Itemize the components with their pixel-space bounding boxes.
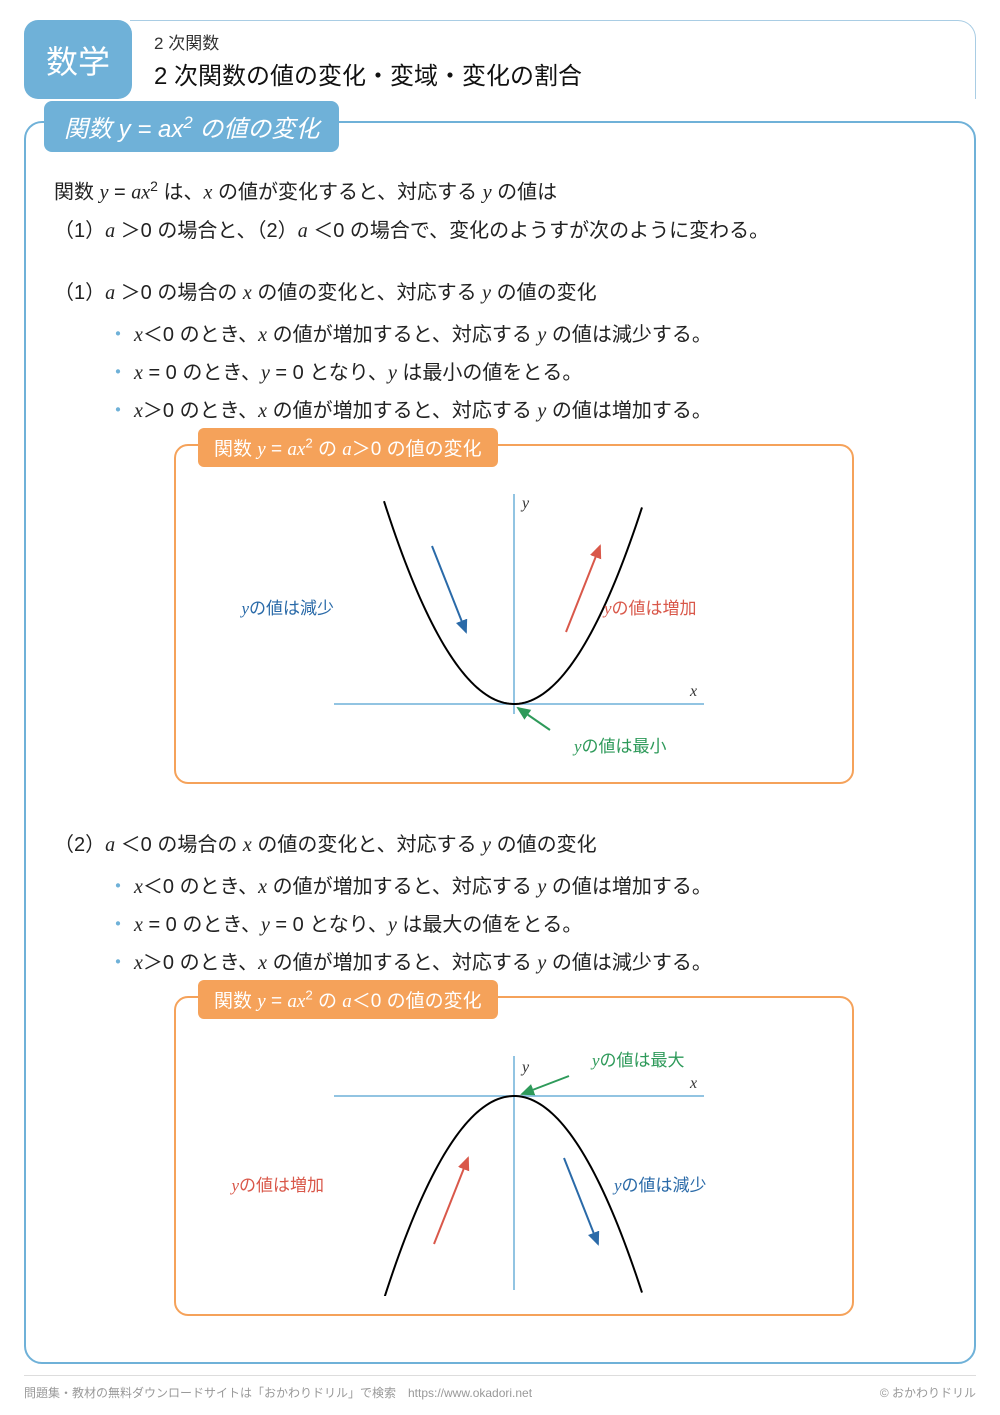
chart2-title: 関数 y = ax2 の a＜0 の値の変化 [198, 980, 498, 1019]
header-text: 2 次関数 2 次関数の値の変化・変域・変化の割合 [130, 20, 976, 99]
footer-right: © おかわりドリル [880, 1384, 976, 1401]
chart2-svg: y x yの値は増加 yの値は減少 yの値は最大 [214, 1036, 814, 1296]
svg-text:x: x [689, 683, 697, 700]
case2-bullets: ・x＜0 のとき、x の値が増加すると、対応する y の値は増加する。 ・x =… [54, 868, 946, 982]
case2-bullet-2: ・x = 0 のとき、y = 0 となり、y は最大の値をとる。 [108, 906, 946, 944]
svg-text:yの値は最大: yの値は最大 [590, 1051, 685, 1070]
header-category: 2 次関数 [154, 29, 957, 54]
page-header: 数学 2 次関数 2 次関数の値の変化・変域・変化の割合 [24, 20, 976, 99]
main-title-badge: 関数 y = ax2 の値の変化 [44, 101, 339, 152]
svg-text:y: y [520, 495, 530, 512]
svg-text:yの値は増加: yの値は増加 [602, 599, 697, 618]
footer-left: 問題集・教材の無料ダウンロードサイトは「おかわりドリル」で検索 https://… [24, 1384, 532, 1401]
chart1-title: 関数 y = ax2 の a＞0 の値の変化 [198, 428, 498, 467]
page-footer: 問題集・教材の無料ダウンロードサイトは「おかわりドリル」で検索 https://… [24, 1375, 976, 1401]
svg-text:yの値は減少: yの値は減少 [612, 1176, 707, 1195]
svg-text:yの値は最小: yの値は最小 [572, 737, 667, 756]
svg-text:yの値は減少: yの値は減少 [239, 599, 334, 618]
intro-line-1: 関数 y = ax2 は、x の値が変化すると、対応する y の値は [54, 173, 946, 212]
main-content-box: 関数 y = ax2 の値の変化 関数 y = ax2 は、x の値が変化すると… [24, 121, 976, 1364]
case1-bullets: ・x＜0 のとき、x の値が増加すると、対応する y の値は減少する。 ・x =… [54, 316, 946, 430]
case1-bullet-1: ・x＜0 のとき、x の値が増加すると、対応する y の値は減少する。 [108, 316, 946, 354]
svg-text:yの値は増加: yの値は増加 [229, 1176, 324, 1195]
chart2-frame: 関数 y = ax2 の a＜0 の値の変化 yxyの値は増加yの値は減少yの値… [174, 996, 854, 1316]
case1-heading: （1）a ＞0 の場合の x の値の変化と、対応する y の値の変化 [54, 274, 946, 312]
subject-badge: 数学 [24, 20, 132, 99]
svg-text:y: y [520, 1059, 530, 1076]
svg-text:x: x [689, 1075, 697, 1092]
case1-bullet-2: ・x = 0 のとき、y = 0 となり、y は最小の値をとる。 [108, 354, 946, 392]
intro-text: 関数 y = ax2 は、x の値が変化すると、対応する y の値は （1）a … [54, 173, 946, 250]
header-title: 2 次関数の値の変化・変域・変化の割合 [154, 56, 957, 91]
chart1-frame: 関数 y = ax2 の a＞0 の値の変化 yxyの値は減少yの値は増加yの値… [174, 444, 854, 784]
intro-line-2: （1）a ＞0 の場合と、（2）a ＜0 の場合で、変化のようすが次のように変わ… [54, 212, 946, 250]
case2-bullet-3: ・x＞0 のとき、x の値が増加すると、対応する y の値は減少する。 [108, 944, 946, 982]
case2-bullet-1: ・x＜0 のとき、x の値が増加すると、対応する y の値は増加する。 [108, 868, 946, 906]
chart1-svg: y x yの値は減少 yの値は増加 yの値は最小 [214, 484, 814, 764]
case1-bullet-3: ・x＞0 のとき、x の値が増加すると、対応する y の値は増加する。 [108, 392, 946, 430]
case2-heading: （2）a ＜0 の場合の x の値の変化と、対応する y の値の変化 [54, 826, 946, 864]
